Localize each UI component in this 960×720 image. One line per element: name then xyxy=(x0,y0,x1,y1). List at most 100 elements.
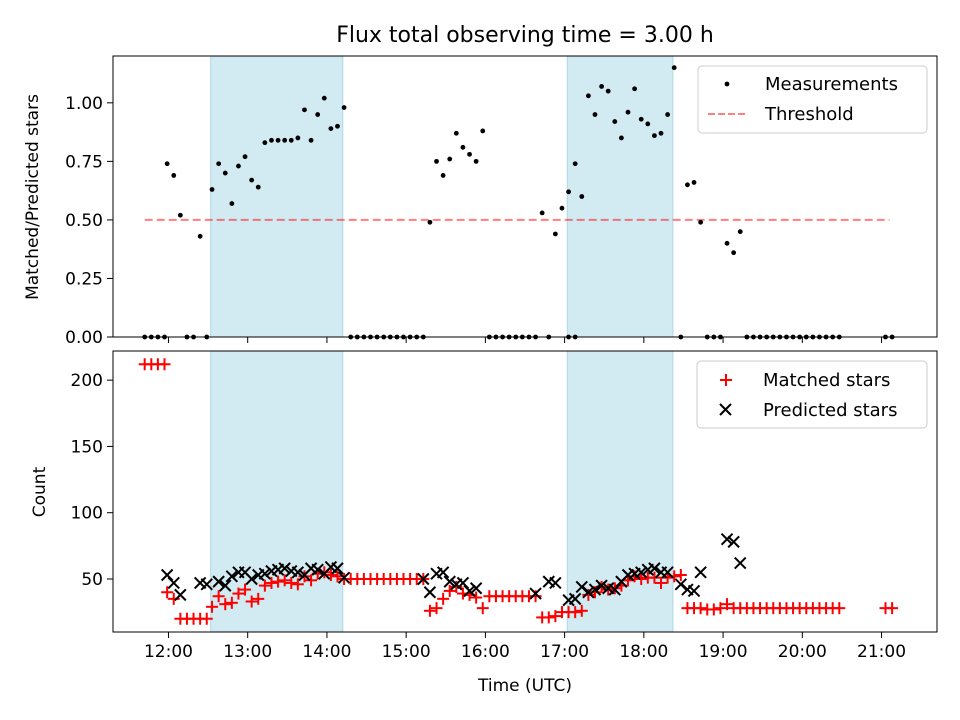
matched-star-point xyxy=(655,576,668,589)
predicted-x-b xyxy=(582,586,595,599)
matched-star-point xyxy=(212,590,225,603)
measurement-point xyxy=(737,229,743,235)
matched-star-point xyxy=(714,602,727,615)
top-y-axis-label: Matched/Predicted stars xyxy=(23,94,43,300)
measurement-point xyxy=(539,210,545,216)
top-x-ticks xyxy=(167,337,883,343)
x-tick-label: 21:00 xyxy=(857,642,906,662)
legend-matched-marker xyxy=(720,374,732,386)
predicted-x-b xyxy=(212,575,225,588)
measurement-point xyxy=(262,140,268,146)
measurement-point xyxy=(275,137,281,143)
matched-star-point xyxy=(305,574,318,587)
matched-star-point xyxy=(635,572,648,585)
matched-star-point xyxy=(278,574,291,587)
predicted-star-point xyxy=(225,570,239,583)
legend-measurements-marker xyxy=(724,81,730,87)
matched-star-point xyxy=(206,600,219,613)
x-tick-label: 13:00 xyxy=(223,642,272,662)
measurement-point xyxy=(335,123,340,129)
measurement-point xyxy=(658,130,664,136)
matched-star-point xyxy=(423,604,436,617)
measurement-point xyxy=(632,86,638,92)
bottom-y-tick-label: 150 xyxy=(71,437,103,457)
predicted-x-b xyxy=(423,586,437,599)
measurement-point xyxy=(242,154,248,160)
predicted-star-point xyxy=(469,582,483,595)
predicted-x-b xyxy=(324,560,338,574)
measurement-point xyxy=(447,156,453,162)
matched-star-point xyxy=(161,586,174,599)
predicted-x-b xyxy=(727,535,740,549)
measurement-point xyxy=(645,121,651,127)
measurement-point xyxy=(731,250,737,256)
predicted-x-b xyxy=(674,578,688,591)
predicted-x-b xyxy=(549,576,562,590)
matched-star-point xyxy=(252,592,265,605)
predicted-star-point xyxy=(568,592,582,606)
predicted-x-b xyxy=(529,587,542,600)
predicted-x-b xyxy=(648,562,661,575)
predicted-star-point xyxy=(582,586,595,599)
matched-star-point xyxy=(200,612,213,625)
predicted-star-point xyxy=(661,566,674,579)
measurement-point xyxy=(579,194,585,199)
predicted-star-point xyxy=(734,556,747,570)
predicted-star-point xyxy=(417,572,430,586)
matched-star-point xyxy=(707,603,720,616)
predicted-star-point xyxy=(694,566,707,579)
predicted-star-point xyxy=(549,576,562,590)
predicted-x-b xyxy=(417,572,430,586)
bottom-x-ticks: 12:00 13:00 14:00 15:00 16:00 17:00 18:00 19:00… xyxy=(144,632,906,662)
predicted-x-b xyxy=(291,566,305,579)
matched-star-point xyxy=(437,592,450,605)
predicted-star-point xyxy=(443,575,456,588)
predicted-x-b xyxy=(588,583,602,596)
measurement-point xyxy=(434,158,439,164)
chart-title: Flux total observing time = 3.00 h xyxy=(336,23,714,48)
measurement-point xyxy=(671,65,677,71)
matched-star-point xyxy=(674,569,687,582)
predicted-star-point xyxy=(727,535,740,549)
predicted-star-point xyxy=(167,576,180,590)
measurement-point xyxy=(460,144,466,150)
matched-star-point xyxy=(721,598,734,611)
predicted-star-point xyxy=(245,572,258,586)
predicted-star-point xyxy=(291,566,305,579)
matched-star-point xyxy=(239,583,252,596)
predicted-x-b xyxy=(238,566,252,579)
x-tick-label: 18:00 xyxy=(619,642,668,662)
bottom-y-tick-label: 50 xyxy=(81,570,103,590)
measurement-point xyxy=(321,95,327,101)
predicted-star-point xyxy=(311,563,324,576)
matched-star-point xyxy=(575,604,588,617)
measurement-point xyxy=(724,240,730,246)
measurement-point xyxy=(638,116,644,122)
measurement-point xyxy=(467,151,472,157)
bottom-panel: 50 100 150 200 12:00 13:00 14:00 15:00 16:00 17:… xyxy=(30,350,938,696)
measurement-point xyxy=(691,180,697,185)
matched-star-point xyxy=(694,602,707,615)
predicted-x-b xyxy=(258,567,272,580)
matched-star-point xyxy=(265,576,278,589)
predicted-x-b xyxy=(661,566,674,579)
predicted-x-b xyxy=(337,571,351,584)
measurement-point xyxy=(171,173,177,178)
top-y-ticks: 0.00 0.25 0.50 0.75 1.00 xyxy=(65,94,113,348)
predicted-x-b xyxy=(278,562,291,575)
predicted-star-point xyxy=(174,588,187,602)
measurement-point xyxy=(698,219,704,225)
matched-star-point xyxy=(886,602,899,615)
predicted-star-points xyxy=(160,533,747,607)
predicted-star-point xyxy=(588,583,602,596)
measurement-point xyxy=(269,137,274,143)
measurement-point xyxy=(229,201,235,206)
shaded-span xyxy=(210,55,344,338)
matched-star-point xyxy=(158,358,171,371)
shaded-span xyxy=(566,350,674,633)
predicted-x-b xyxy=(720,533,734,546)
predicted-star-point xyxy=(648,562,661,575)
predicted-x-b xyxy=(331,562,344,575)
top-y-tick-label: 0.00 xyxy=(65,328,103,348)
top-legend-box xyxy=(697,65,928,134)
